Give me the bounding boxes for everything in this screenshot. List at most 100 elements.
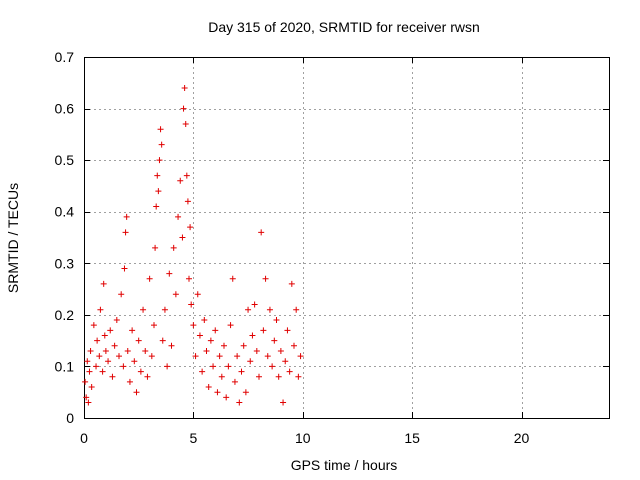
data-point	[172, 291, 179, 298]
data-point	[164, 363, 171, 370]
y-tick-label: 0	[66, 410, 74, 426]
y-tick-label: 0.4	[55, 204, 75, 220]
data-point	[234, 353, 241, 360]
data-point	[121, 265, 128, 272]
data-point	[223, 394, 230, 401]
data-point	[277, 347, 284, 354]
y-tick-label: 0.5	[55, 152, 75, 168]
data-point	[199, 368, 206, 375]
data-point	[116, 353, 122, 360]
data-point	[85, 399, 92, 406]
data-point	[88, 384, 95, 391]
data-point	[236, 399, 243, 406]
data-point	[188, 301, 195, 308]
x-tick-label: 0	[80, 430, 88, 446]
data-point	[288, 280, 295, 287]
data-point	[256, 373, 262, 380]
y-tick-label: 0.7	[55, 49, 75, 65]
data-point	[97, 306, 104, 313]
data-point	[245, 306, 252, 313]
data-point	[84, 358, 91, 365]
data-point	[126, 378, 133, 385]
data-point	[183, 172, 190, 179]
data-point	[107, 327, 114, 334]
y-axis-label: SRMTID / TECUs	[5, 183, 21, 293]
data-point	[240, 342, 247, 349]
data-point	[168, 342, 175, 349]
data-point	[133, 389, 140, 396]
data-point	[161, 306, 168, 313]
data-point	[154, 172, 161, 179]
data-point	[260, 327, 267, 334]
data-point	[83, 394, 90, 401]
data-point	[90, 322, 97, 329]
data-point	[122, 229, 129, 236]
data-point	[218, 373, 225, 380]
data-point	[271, 337, 278, 344]
y-tick-label: 0.2	[55, 307, 75, 323]
y-tick-label: 0.3	[55, 255, 75, 271]
data-point	[286, 368, 293, 375]
data-point	[275, 373, 282, 380]
data-point	[153, 203, 160, 210]
data-point	[225, 363, 232, 370]
data-point	[266, 306, 273, 313]
data-point	[111, 342, 118, 349]
data-point	[105, 358, 112, 365]
x-tick-label: 15	[404, 430, 420, 446]
data-point	[231, 378, 238, 385]
data-point	[210, 363, 217, 370]
data-point	[148, 353, 155, 360]
data-point	[131, 358, 138, 365]
data-point	[249, 332, 256, 339]
data-point	[96, 353, 103, 360]
data-point	[205, 384, 212, 391]
chart-title: Day 315 of 2020, SRMTID for receiver rws…	[208, 19, 480, 35]
data-point	[273, 317, 280, 324]
data-point	[102, 347, 109, 354]
data-points	[82, 84, 304, 406]
data-point	[247, 358, 254, 365]
data-point	[184, 198, 191, 205]
data-point	[94, 337, 101, 344]
data-point	[207, 337, 214, 344]
data-point	[99, 368, 106, 375]
data-point	[186, 275, 192, 282]
data-point	[284, 327, 291, 334]
data-point	[251, 301, 258, 308]
y-tick-label: 0.1	[55, 358, 75, 374]
data-point	[180, 105, 187, 112]
data-point	[229, 275, 236, 282]
data-point	[101, 332, 108, 339]
data-point	[87, 347, 94, 354]
x-tick-labels: 0 5 10 15 20	[80, 430, 529, 446]
data-point	[282, 358, 289, 365]
data-point	[137, 368, 144, 375]
data-point	[238, 368, 245, 375]
axis-ticks	[84, 57, 609, 419]
x-tick-label: 20	[514, 430, 530, 446]
data-point	[214, 389, 221, 396]
data-point	[187, 224, 194, 231]
data-point	[192, 353, 199, 360]
data-point	[190, 322, 197, 329]
data-point	[82, 378, 89, 385]
data-point	[179, 234, 186, 241]
data-point	[295, 373, 302, 380]
data-point	[113, 317, 120, 324]
data-point	[124, 347, 131, 354]
data-point	[100, 280, 107, 287]
data-point	[93, 363, 100, 370]
x-tick-label: 5	[189, 430, 197, 446]
data-point	[221, 342, 227, 349]
data-point	[129, 327, 136, 334]
data-point	[269, 363, 276, 370]
data-point	[280, 399, 287, 406]
x-tick-label: 10	[295, 430, 311, 446]
y-tick-labels: 0 0.1 0.2 0.3 0.4 0.5 0.6 0.7	[55, 49, 75, 426]
data-point	[159, 337, 166, 344]
data-point	[264, 353, 271, 360]
data-point	[170, 244, 177, 251]
data-point	[297, 353, 304, 360]
